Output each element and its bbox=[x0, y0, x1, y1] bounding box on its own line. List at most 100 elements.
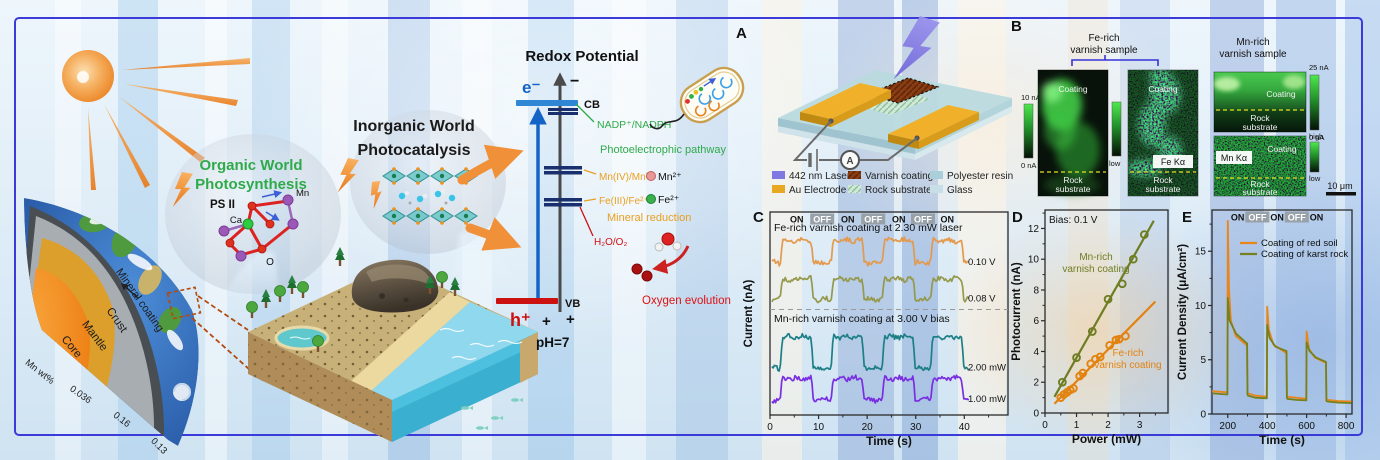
y-tick-label: 2 bbox=[1033, 378, 1039, 389]
ammeter-icon bbox=[840, 150, 860, 170]
subplot-title-bottom: Mn-rich varnish coating at 3.00 V bias bbox=[774, 313, 950, 325]
sun-rays bbox=[88, 58, 250, 190]
panel-e-label: E bbox=[1182, 209, 1192, 226]
legend-label-resin: Polyester resin bbox=[947, 171, 1013, 182]
y-tick-label: 0 bbox=[1200, 410, 1206, 421]
x-tick-label: 200 bbox=[1219, 421, 1236, 432]
oxygen-molecule-icon bbox=[631, 263, 653, 282]
bias-annotation: Bias: 0.1 V bbox=[1049, 215, 1098, 226]
eds-image-mn: Coating Mn Kα Rock substrate bbox=[1213, 135, 1307, 197]
on-label: ON bbox=[941, 215, 955, 225]
x-tick-label: 2 bbox=[1105, 420, 1111, 431]
sun-icon bbox=[62, 50, 250, 190]
secm-mn-rock-label-1: Rock bbox=[1250, 113, 1270, 123]
circuit-wires bbox=[792, 120, 918, 161]
secm-fe-coating-label: Coating bbox=[1058, 84, 1088, 94]
cb-label: CB bbox=[584, 99, 600, 111]
water-couple-label: H₂O/O₂ bbox=[594, 237, 627, 248]
off-label: OFF bbox=[914, 215, 932, 225]
inorganic-title-line2: Photocatalysis bbox=[358, 142, 471, 159]
trace-1.00mW bbox=[771, 374, 970, 404]
panel-a-legend: 442 nm Laser Au Electrode Varnish coatin… bbox=[772, 171, 1013, 196]
y-tick-label: 0 bbox=[1033, 409, 1039, 420]
fe-level bbox=[544, 198, 582, 202]
fe-sample-bracket bbox=[1071, 55, 1159, 66]
cbar2 bbox=[1111, 101, 1122, 157]
x-axis-label: Time (s) bbox=[866, 434, 912, 448]
off-label: OFF bbox=[813, 215, 831, 225]
y-tick-label: 12 bbox=[1028, 224, 1040, 235]
on-label: ON bbox=[892, 215, 906, 225]
zoom-connector-bottom bbox=[191, 317, 251, 371]
fe-ion-label: Fe²⁺ bbox=[658, 194, 680, 206]
legend-swatch-resin bbox=[930, 171, 943, 179]
organic-title-line1: Organic World bbox=[199, 157, 302, 174]
axis-minus: − bbox=[570, 73, 579, 90]
flagellum bbox=[649, 113, 685, 130]
landscape-block bbox=[246, 247, 538, 442]
legend-label: Coating of karst rock bbox=[1261, 249, 1348, 260]
x-axis-label: Time (s) bbox=[1259, 433, 1305, 447]
mn-sample-title-2: varnish sample bbox=[1219, 49, 1287, 60]
nadp-leader bbox=[575, 103, 595, 123]
x-tick-label: 20 bbox=[862, 422, 874, 433]
wave-lines bbox=[439, 327, 523, 361]
x-tick-label: 40 bbox=[959, 422, 971, 433]
panel-c-label: C bbox=[753, 209, 764, 226]
interlayer-water-icons bbox=[398, 189, 456, 205]
panel-a: A bbox=[736, 13, 1013, 196]
legend-swatch-varnish bbox=[848, 171, 861, 179]
electron-label: e⁻ bbox=[522, 78, 540, 97]
panel-d-label: D bbox=[1012, 209, 1023, 226]
redox-title: Redox Potential bbox=[525, 48, 638, 65]
sea-surface bbox=[370, 302, 538, 400]
water-leader bbox=[579, 206, 594, 237]
eds-image-fe: Coating Fe Kα Rock substrate bbox=[1127, 69, 1199, 197]
x-tick-label: 800 bbox=[1338, 421, 1355, 432]
ammeter-label: A bbox=[846, 156, 853, 167]
x-tick-label: 10 bbox=[813, 422, 825, 433]
earth-label-mn-wt: Mn wt% bbox=[23, 357, 57, 387]
eds-fe-rock-label-1: Rock bbox=[1153, 175, 1173, 185]
off-label: OFF bbox=[1288, 213, 1306, 223]
cbar1-top: 10 nA bbox=[1021, 93, 1041, 102]
bacterium-icon bbox=[649, 66, 745, 130]
secm-mn-coating-label: Coating bbox=[1266, 89, 1296, 99]
on-label: ON bbox=[1231, 213, 1245, 223]
mn-sample-title-1: Mn-rich bbox=[1236, 37, 1269, 48]
ps2-label: PS II bbox=[210, 199, 235, 211]
cbar4 bbox=[1309, 141, 1320, 173]
trace-2.00mW bbox=[771, 332, 970, 372]
subplot-title-top: Fe-rich varnish coating at 2.30 mW laser bbox=[774, 222, 963, 234]
y-axis-label: Photocurrent (nA) bbox=[1011, 262, 1023, 361]
panel-a-label: A bbox=[736, 25, 747, 42]
device-electrode-left bbox=[800, 83, 891, 127]
scale-bar bbox=[1326, 192, 1356, 196]
y-axis-label: Current (nA) bbox=[743, 279, 755, 347]
fe-couple-label: Fe(III)/Fe²⁺ bbox=[599, 196, 649, 207]
atom-label-mn: Mn bbox=[296, 188, 309, 199]
y-tick-label: 10 bbox=[1195, 301, 1207, 312]
legend-swatch-laser bbox=[772, 171, 785, 179]
y-tick-label: 5 bbox=[1200, 355, 1206, 366]
water-face-edge bbox=[520, 332, 538, 383]
x-tick-label: 0 bbox=[1042, 420, 1048, 431]
eds-fe-coating-label: Coating bbox=[1148, 84, 1178, 94]
mn-couple-label: Mn(IV)/Mn²⁺ bbox=[599, 172, 654, 183]
series-label: varnish coating bbox=[1062, 264, 1129, 275]
eds-mn-coating-label: Coating bbox=[1267, 144, 1297, 154]
device-electrode-right bbox=[888, 105, 979, 149]
fe-sample-title-2: varnish sample bbox=[1070, 45, 1138, 56]
y-tick-label: 10 bbox=[1028, 255, 1040, 266]
mn-ion-icon bbox=[646, 171, 656, 181]
trace-0.08V bbox=[771, 275, 970, 304]
earth-value-mantle: 0.16 bbox=[111, 410, 132, 430]
off-label: OFF bbox=[1248, 213, 1266, 223]
inorganic-title-line1: Inorganic World bbox=[353, 118, 474, 135]
atom-label-ca: Ca bbox=[230, 215, 243, 226]
organic-world-bubble bbox=[165, 134, 341, 294]
off-label: OFF bbox=[864, 215, 882, 225]
hole-label: h⁺ bbox=[510, 310, 531, 330]
birnessite-structure-icon bbox=[382, 167, 478, 225]
